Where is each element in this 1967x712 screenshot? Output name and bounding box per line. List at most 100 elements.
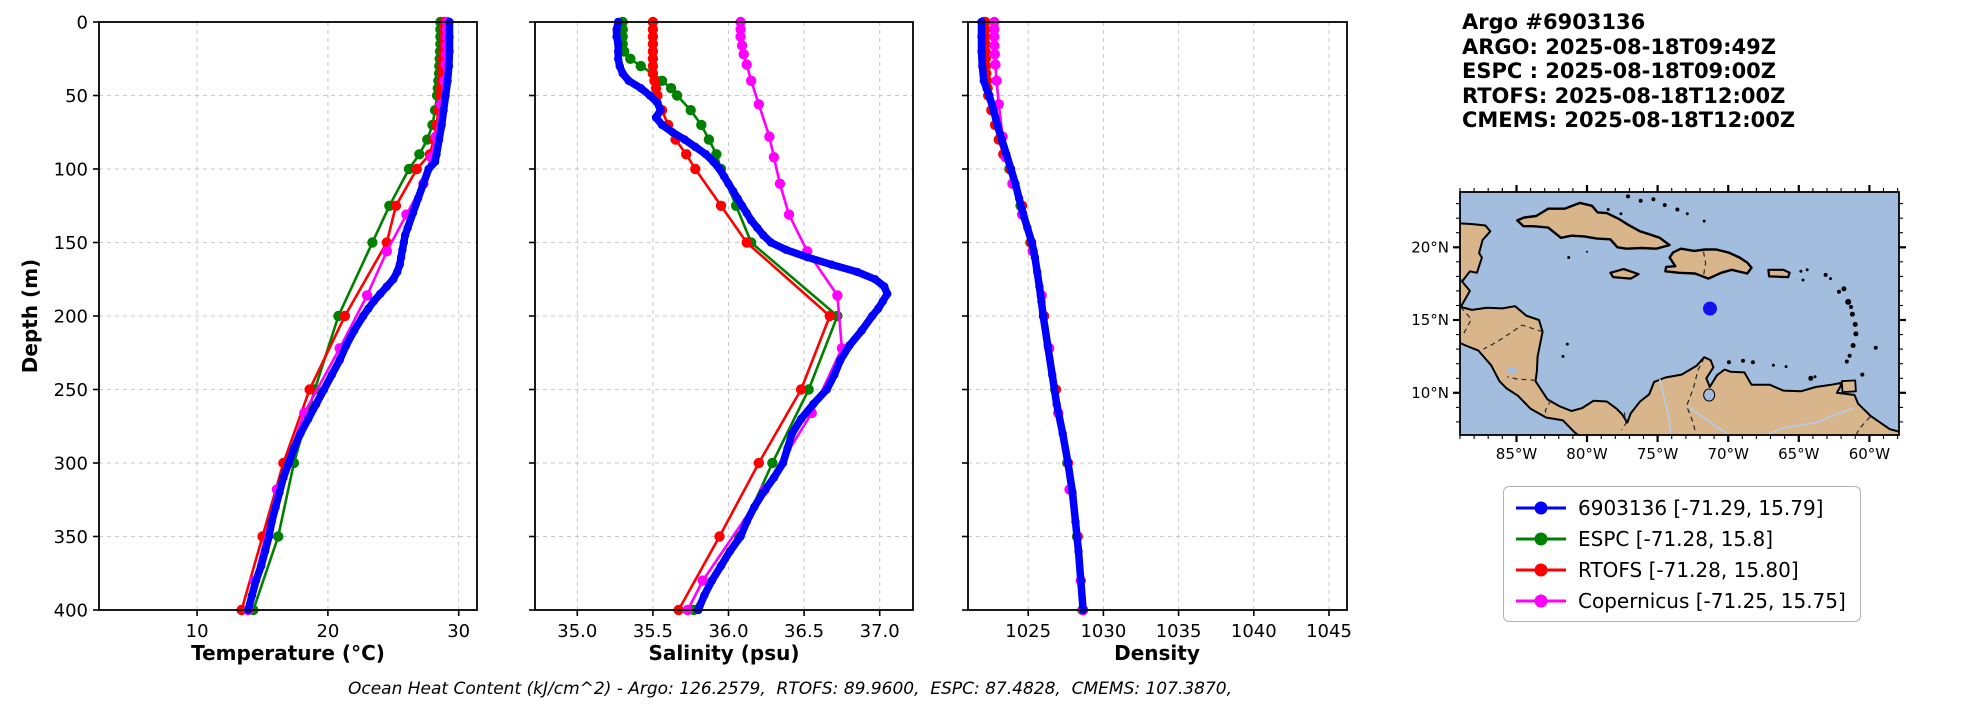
depth-tick-label: 400 xyxy=(54,601,88,622)
legend-item-label: ESPC [-71.28, 15.8] xyxy=(1578,526,1774,551)
density-series-6903136 xyxy=(977,17,1088,615)
salinity-x-tick-label: 36.5 xyxy=(784,621,824,642)
map-country-border xyxy=(1702,251,1707,276)
legend-item: ESPC [-71.28, 15.8] xyxy=(1514,524,1846,553)
map-small-island xyxy=(1638,198,1643,203)
float-position-marker xyxy=(1703,301,1717,316)
map-small-island xyxy=(1619,212,1623,216)
ocean-heat-content-note: Ocean Heat Content (kJ/cm^2) - Argo: 126… xyxy=(347,679,1233,699)
map-land-jamaica xyxy=(1609,268,1640,280)
depth-tick-label: 350 xyxy=(54,527,88,548)
density-x-tick-label: 1025 xyxy=(1005,621,1051,642)
temperature-x-tick-label: 20 xyxy=(316,621,339,642)
map-small-island xyxy=(1808,375,1814,381)
temperature-gridlines xyxy=(99,21,477,611)
map-country-border xyxy=(1507,376,1536,381)
map-lake-nicaragua xyxy=(1507,366,1518,374)
map-small-island xyxy=(1829,277,1832,281)
map-lon-tick-label: 70°W xyxy=(1707,445,1749,463)
map-small-island xyxy=(1561,354,1565,358)
map-lake-maracaibo xyxy=(1703,388,1716,402)
map-lat-tick-label: 15°N xyxy=(1411,311,1449,329)
map-small-island xyxy=(1852,321,1858,327)
salinity-x-tick-label: 36.0 xyxy=(708,621,748,642)
map-small-island xyxy=(1813,375,1817,379)
salinity-x-tick-label: 35.5 xyxy=(633,621,673,642)
map-country-border xyxy=(1855,416,1871,435)
caribbean-map: 85°W 80°W 75°W 70°W 65°W 60°W 20°N 15°N 10°N xyxy=(1411,185,1906,463)
density-x-tick-label: 1045 xyxy=(1306,621,1352,642)
map-country-border xyxy=(1544,399,1552,418)
map-country-border xyxy=(1621,412,1627,431)
map-small-island xyxy=(1837,289,1841,294)
legend-line-marker-icon xyxy=(1516,501,1566,514)
map-river xyxy=(1766,407,1855,435)
map-lat-tick-label: 10°N xyxy=(1411,384,1449,402)
map-small-island xyxy=(1565,342,1569,346)
map-small-island xyxy=(1873,345,1878,350)
salinity-panel: 35.0 35.5 36.0 36.5 37.0 xyxy=(529,16,914,642)
map-small-island xyxy=(1586,250,1588,253)
map-small-island xyxy=(1662,203,1667,208)
map-small-island xyxy=(1823,272,1828,277)
salinity-series-copernicus xyxy=(682,16,848,616)
header-argo-time: ARGO: 2025-08-18T09:49Z xyxy=(1462,34,1776,59)
map-small-island xyxy=(1850,343,1856,348)
legend-item: 6903136 [-71.29, 15.79] xyxy=(1514,493,1846,522)
map-small-island xyxy=(1853,331,1859,337)
header-cmems-time: CMEMS: 2025-08-18T12:00Z xyxy=(1462,108,1796,132)
legend-line-marker-icon xyxy=(1516,532,1566,545)
depth-tick-label: 250 xyxy=(54,380,88,401)
map-lat-tick-label: 20°N xyxy=(1411,238,1449,256)
map-small-island xyxy=(1741,358,1745,363)
map-small-island xyxy=(1651,197,1656,202)
depth-tick-label: 300 xyxy=(54,454,88,475)
map-small-island xyxy=(1844,359,1849,364)
map-small-island xyxy=(1606,208,1610,211)
temperature-x-tick-label: 30 xyxy=(447,621,470,642)
density-axis-label: Density xyxy=(1114,641,1200,665)
density-x-tick-label: 1035 xyxy=(1156,621,1202,642)
density-panel: 1025 1030 1035 1040 1045 xyxy=(962,16,1352,642)
legend-line-marker-icon xyxy=(1516,563,1566,576)
map-small-island xyxy=(1841,286,1847,292)
map-small-island xyxy=(1845,298,1852,305)
map-land-mainland xyxy=(1460,222,1899,435)
header-block: Argo #6903136 ARGO: 2025-08-18T09:49Z ES… xyxy=(1462,10,1795,133)
map-small-island xyxy=(1784,365,1788,369)
map-country-border xyxy=(1460,306,1473,335)
legend-item-label: RTOFS [-71.28, 15.80] xyxy=(1578,557,1799,582)
salinity-axis-label: Salinity (psu) xyxy=(648,641,800,665)
salinity-series-6903136 xyxy=(612,17,892,615)
temperature-x-tick-label: 10 xyxy=(186,621,209,642)
map-small-island xyxy=(1847,353,1852,358)
map-small-island xyxy=(1685,212,1689,216)
legend-box: 6903136 [-71.29, 15.79] ESPC [-71.28, 15.… xyxy=(1503,486,1861,622)
density-x-tick-label: 1040 xyxy=(1231,621,1277,642)
map-lon-tick-label: 65°W xyxy=(1778,445,1820,463)
map-lon-tick-label: 75°W xyxy=(1637,445,1679,463)
salinity-x-tick-label: 35.0 xyxy=(557,621,597,642)
density-gridlines xyxy=(968,21,1347,611)
legend-line-marker-icon xyxy=(1516,594,1566,607)
map-land-puerto_rico xyxy=(1767,268,1791,279)
salinity-gridlines xyxy=(535,21,913,611)
legend-item-label: Copernicus [-71.25, 15.75] xyxy=(1578,588,1846,613)
map-small-island xyxy=(1750,360,1755,365)
header-float-id: Argo #6903136 xyxy=(1462,10,1646,34)
depth-tick-label: 0 xyxy=(77,13,88,34)
header-espc-time: ESPC : 2025-08-18T09:00Z xyxy=(1462,59,1777,83)
depth-tick-label: 100 xyxy=(54,160,88,181)
salinity-x-tick-label: 37.0 xyxy=(860,621,900,642)
map-small-island xyxy=(1567,256,1571,259)
legend-item: Copernicus [-71.25, 15.75] xyxy=(1514,586,1846,615)
map-small-island xyxy=(1849,311,1855,317)
map-lon-tick-label: 60°W xyxy=(1849,445,1891,463)
map-land-hispaniola xyxy=(1664,247,1753,280)
map-small-island xyxy=(1805,268,1809,272)
map-country-border xyxy=(1685,357,1705,435)
map-land-trinidad xyxy=(1840,379,1857,394)
map-small-island xyxy=(1860,372,1865,377)
